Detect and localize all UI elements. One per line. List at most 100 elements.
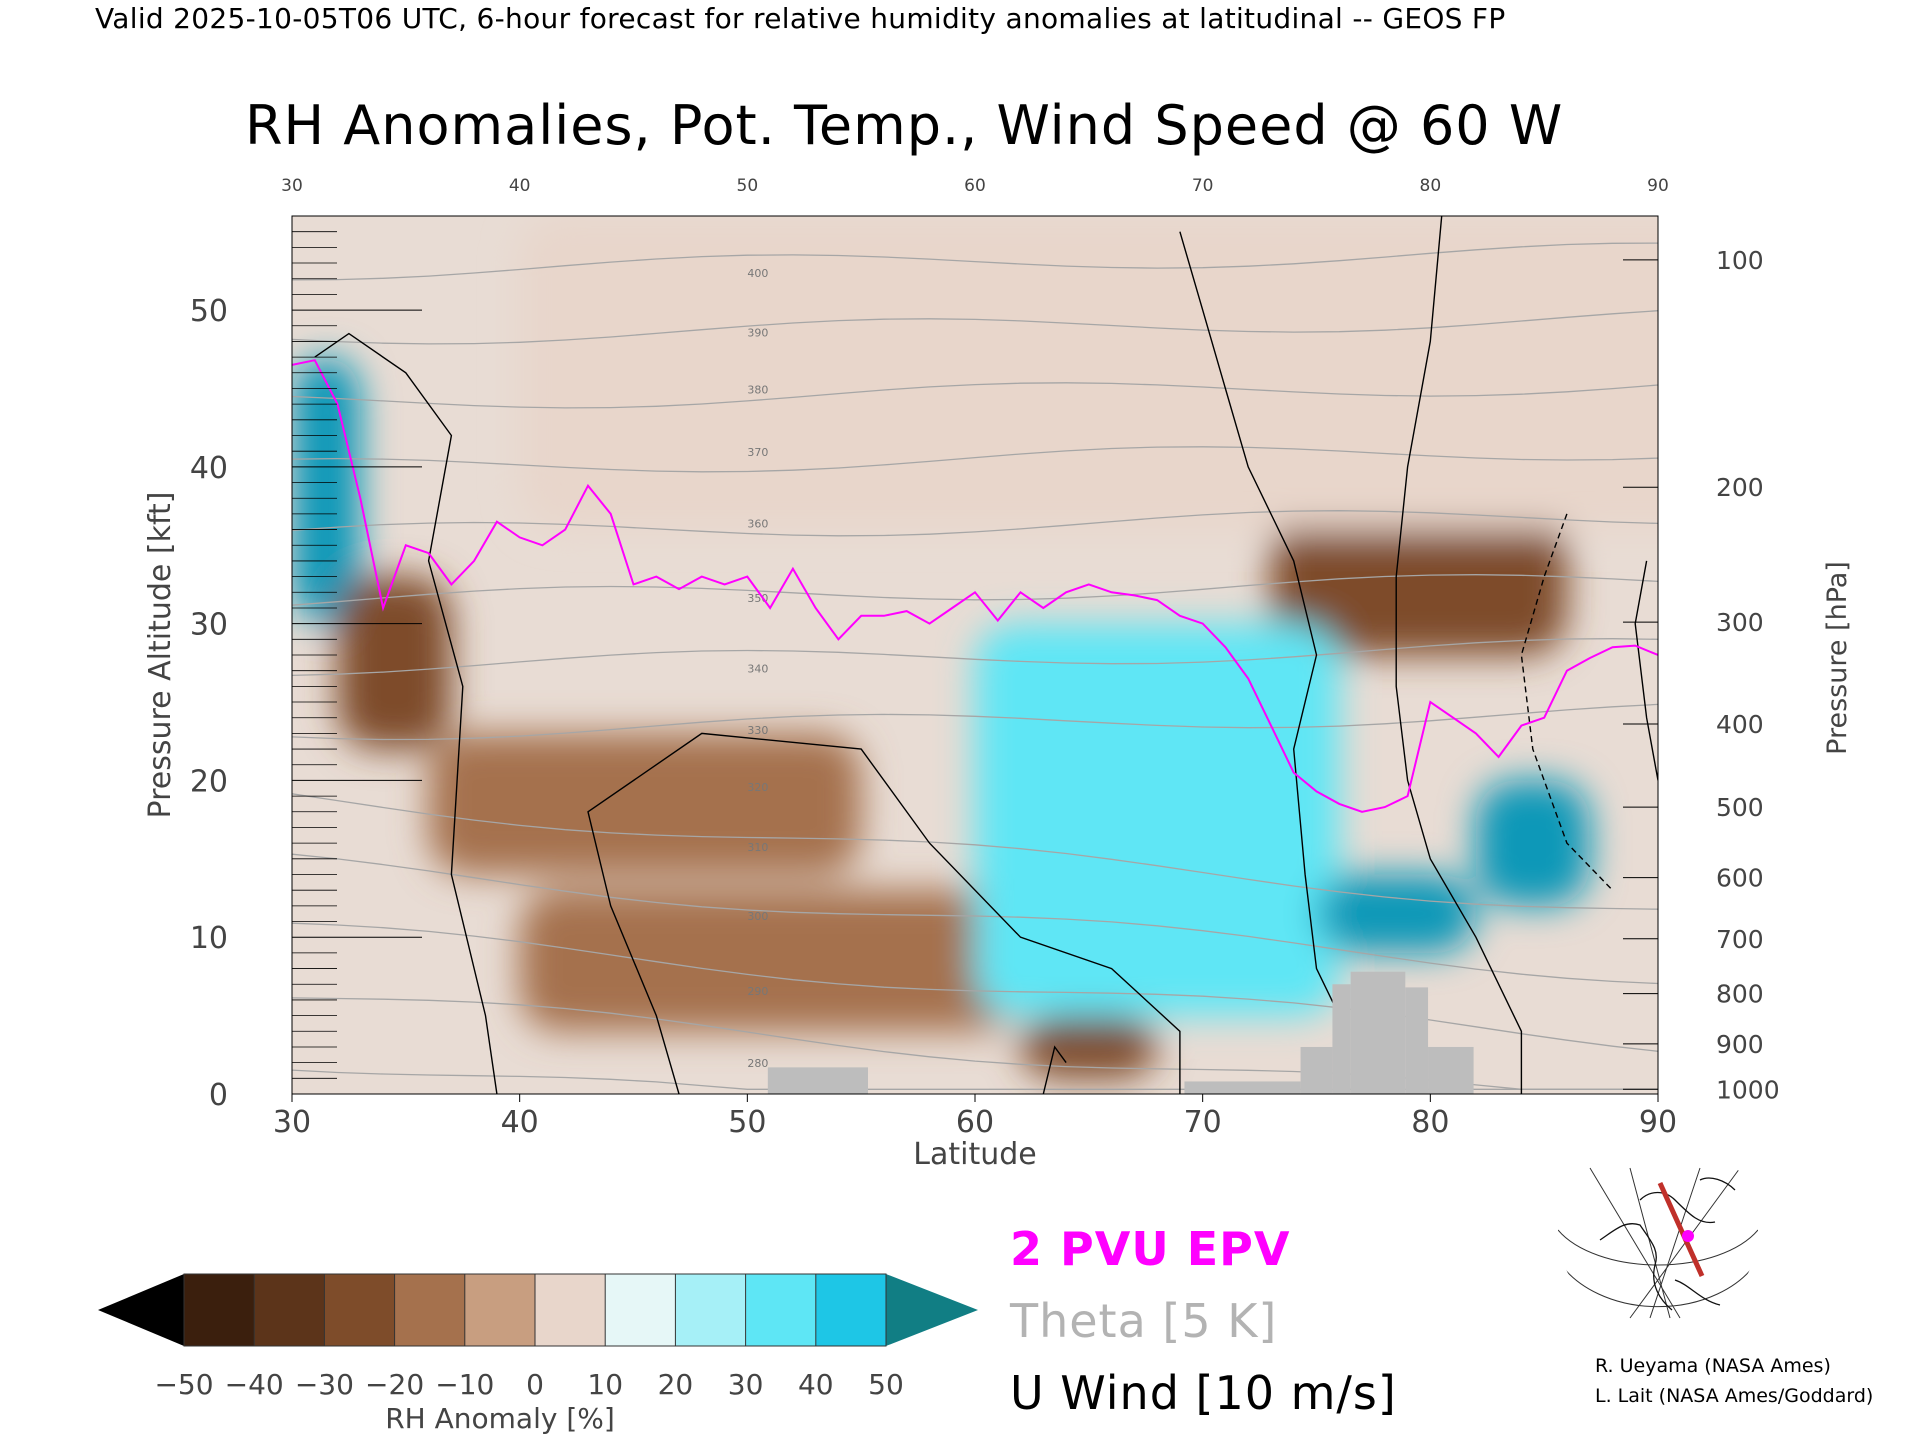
x-tick-label: 40 [501, 1105, 539, 1140]
rh-anomaly-region [1270, 513, 1567, 655]
rh-anomaly-field [292, 216, 1658, 1079]
x-top-tick-label: 40 [509, 176, 531, 196]
surface-block [1300, 1046, 1333, 1094]
rh-anomaly-region [1020, 1015, 1158, 1079]
wind-contour [1520, 513, 1614, 891]
colorbar-frame [183, 1273, 887, 1347]
colorbar-swatch [324, 1274, 396, 1346]
theta-contours: 280 290 300 310 320 330 340 350 360 370 380 390 400 4… [292, 125, 1658, 1090]
colorbar-high-arrow [886, 1274, 978, 1346]
route-marker [1682, 1230, 1694, 1242]
theta-label-350: 350 [747, 592, 768, 605]
wind-contour [587, 732, 1181, 1094]
colorbar-tick-label: 50 [868, 1368, 904, 1401]
colorbar-tick-label: 10 [587, 1368, 623, 1401]
pressure-tick-label: 100 [1716, 246, 1764, 275]
surface-block [1428, 1046, 1474, 1094]
colorbar-tick-label: 30 [728, 1368, 764, 1401]
header-text: Valid 2025-10-05T06 UTC, 6-hour forecast… [95, 2, 1506, 35]
surface-block [1332, 984, 1351, 1094]
y-tick-label: 20 [190, 764, 228, 799]
x-tick-label: 90 [1639, 1105, 1677, 1140]
theta-contour-390 [292, 310, 1658, 345]
theta-label-310: 310 [747, 841, 768, 854]
y-tick-label: 40 [190, 451, 228, 486]
theta-contour-310 [292, 853, 1658, 985]
colorbar-swatch [535, 1274, 606, 1346]
pressure-tick-label: 400 [1716, 710, 1764, 739]
colorbar-swatch [675, 1274, 747, 1346]
colorbar-swatch [184, 1274, 255, 1346]
theta-label-300: 300 [747, 910, 768, 923]
colorbar-swatch [394, 1274, 466, 1346]
rh-anomaly-region [519, 890, 1021, 1032]
pressure-tick-label: 200 [1716, 473, 1764, 502]
wind-contour [314, 332, 498, 1094]
x-top-tick-label: 70 [1192, 176, 1214, 196]
axes: 3030404050506060707080809090010203040501… [190, 176, 1780, 1140]
pressure-tick-label: 800 [1716, 980, 1764, 1009]
y-tick-label: 30 [190, 608, 228, 643]
x-axis-label: Latitude [913, 1137, 1036, 1172]
theta-label-280: 280 [747, 1057, 768, 1070]
pressure-tick-label: 300 [1716, 608, 1764, 637]
colorbar-label: RH Anomaly [%] [385, 1402, 615, 1435]
colorbar-tick-label: −10 [435, 1368, 494, 1401]
wind-contours [314, 216, 1658, 1094]
colorbar-swatch [815, 1274, 887, 1346]
colorbar-tick-label: −40 [225, 1368, 284, 1401]
surface-mask [767, 971, 1474, 1094]
theta-contour-360 [292, 510, 1658, 537]
inset-map [1558, 1167, 1758, 1319]
inset-coastlines [1599, 1177, 1736, 1311]
credit-line-2: L. Lait (NASA Ames/Goddard) [1595, 1385, 1874, 1407]
x-top-tick-label: 80 [1420, 176, 1442, 196]
theta-label-410: 410 [747, 199, 768, 212]
rh-anomaly-region [428, 733, 862, 875]
theta-contour-400 [292, 242, 1658, 281]
chart-title: RH Anomalies, Pot. Temp., Wind Speed @ 6… [245, 94, 1564, 157]
y2-axis-label: Pressure [hPa] [1822, 561, 1853, 755]
theta-label-290: 290 [747, 985, 768, 998]
theta-label-330: 330 [747, 724, 768, 737]
x-tick-label: 50 [728, 1105, 766, 1140]
pressure-tick-label: 600 [1716, 864, 1764, 893]
y-tick-label: 0 [209, 1078, 228, 1113]
colorbar-tick-label: −20 [365, 1368, 424, 1401]
y-tick-label: 50 [190, 294, 228, 329]
x-tick-label: 70 [1184, 1105, 1222, 1140]
legend-theta: Theta [5 K] [1010, 1294, 1278, 1348]
inset-graticule [1558, 1167, 1758, 1319]
colorbar-swatch [605, 1274, 676, 1346]
rh-anomaly-region [975, 623, 1340, 1016]
y-tick-label: 10 [190, 921, 228, 956]
pressure-tick-label: 500 [1716, 793, 1764, 822]
theta-label-340: 340 [747, 662, 768, 675]
y-axis-label: Pressure Altitude [kft] [143, 492, 178, 819]
x-top-tick-label: 60 [964, 176, 986, 196]
theta-contour-370 [292, 446, 1658, 473]
colorbar-tick-label: −50 [154, 1368, 213, 1401]
x-tick-label: 80 [1411, 1105, 1449, 1140]
wind-contour [1634, 560, 1658, 781]
legend-u-wind: U Wind [10 m/s] [1010, 1366, 1397, 1420]
theta-label-370: 370 [747, 446, 768, 459]
colorbar-swatch [254, 1274, 325, 1346]
credit-line-1: R. Ueyama (NASA Ames) [1595, 1355, 1831, 1377]
colorbar-tick-label: −30 [295, 1368, 354, 1401]
rh-anomaly-region [1475, 780, 1590, 906]
theta-contour-380 [292, 382, 1658, 409]
pressure-tick-label: 1000 [1716, 1075, 1780, 1104]
epv-contour [292, 359, 1658, 813]
theta-label-400: 400 [747, 267, 768, 280]
theta-contour-300 [292, 922, 1658, 1052]
x-top-tick-label: 90 [1647, 176, 1669, 196]
colorbar-tick-label: 0 [526, 1368, 544, 1401]
colorbar-tick-label: 20 [658, 1368, 694, 1401]
theta-contour-320 [292, 793, 1658, 910]
theta-label-390: 390 [747, 326, 768, 339]
rh-anomaly-region [519, 216, 1658, 530]
theta-label-420: 420 [747, 125, 768, 138]
theta-contour-350 [292, 574, 1658, 606]
